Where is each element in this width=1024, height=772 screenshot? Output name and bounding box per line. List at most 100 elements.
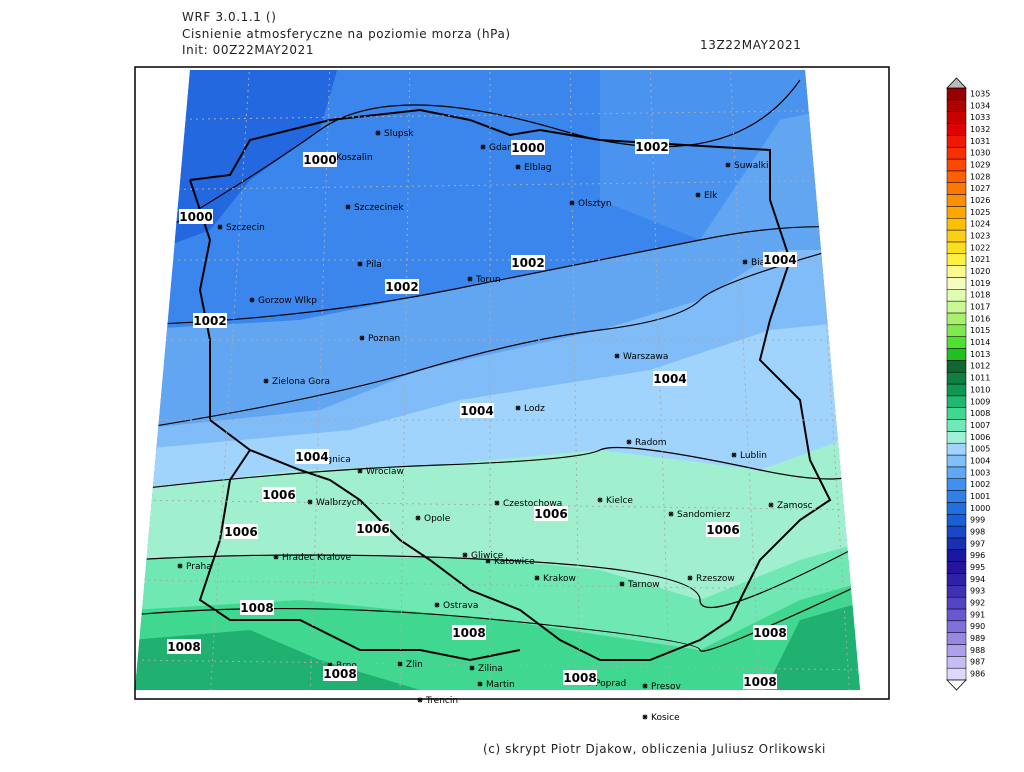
- colorbar-swatch: [946, 229, 967, 243]
- city-marker: [469, 665, 475, 671]
- contour-label-layer: 1000 1000 1000 1002 1002 1002 1002 1004 1004 1004…: [167, 139, 797, 689]
- colorbar-label: 1029: [970, 160, 990, 169]
- city-label: Kielce: [606, 496, 633, 506]
- city-label: Praha: [186, 562, 212, 572]
- city-marker: [417, 697, 423, 703]
- colorbar-swatch: [946, 360, 967, 373]
- colorbar-swatch: [946, 608, 967, 622]
- city-marker: [515, 405, 521, 411]
- city-label: Szczecinek: [354, 203, 404, 213]
- colorbar-swatch: [946, 573, 967, 586]
- colorbar-label: 1017: [970, 303, 990, 312]
- colorbar-swatch: [946, 442, 967, 456]
- colorbar-swatch: [946, 348, 967, 361]
- city-label: Kosice: [651, 713, 680, 723]
- colorbar-swatch: [946, 158, 967, 172]
- colorbar-label: 1003: [970, 468, 990, 477]
- city-marker: [725, 162, 731, 168]
- colorbar-swatch: [946, 265, 967, 278]
- contour-label: 1004: [763, 253, 796, 267]
- city-marker: [695, 192, 701, 198]
- contour-label: 1008: [753, 626, 786, 640]
- city-marker: [217, 224, 223, 230]
- city-marker: [731, 452, 737, 458]
- city-label: Rzeszow: [696, 574, 735, 584]
- contour-label: 1002: [511, 256, 544, 270]
- city-label: Trencin: [425, 696, 458, 706]
- city-marker: [515, 164, 521, 170]
- city-marker: [359, 335, 365, 341]
- city-label: Gorzow Wlkp: [258, 296, 317, 306]
- city-marker: [768, 502, 774, 508]
- city-marker: [467, 276, 473, 282]
- city-marker: [415, 515, 421, 521]
- colorbar-top-arrow: [946, 77, 967, 89]
- city-label: Zamosc: [777, 501, 813, 511]
- contour-label-bg: [460, 403, 494, 418]
- model-title: WRF 3.0.1.1 (): [182, 10, 276, 24]
- city-marker: [687, 575, 693, 581]
- contour-label: 1008: [167, 640, 200, 654]
- colorbar-label: 1006: [970, 433, 990, 442]
- colorbar-label: 1016: [970, 314, 990, 323]
- city-label: Legnica: [316, 455, 351, 465]
- colorbar-label: 1026: [970, 196, 990, 205]
- city-marker: [480, 144, 486, 150]
- colorbar-label: 988: [970, 646, 985, 655]
- colorbar-swatch: [946, 454, 967, 468]
- colorbar-label: 1021: [970, 255, 990, 264]
- map-frame: [134, 66, 890, 700]
- city-label: Koszalin: [336, 153, 373, 163]
- contour-label: 1008: [452, 626, 485, 640]
- city-label: Olsztyn: [578, 199, 612, 209]
- city-label: Radom: [635, 438, 667, 448]
- city-label: Ostrava: [443, 601, 478, 611]
- contour-label: 1000: [303, 153, 336, 167]
- contour-label-bg: [653, 371, 687, 386]
- contour-label-bg: [224, 524, 258, 539]
- city-label: Warszawa: [623, 352, 668, 362]
- city-marker: [249, 297, 255, 303]
- city-marker: [569, 200, 575, 206]
- colorbar-swatch: [946, 312, 967, 326]
- contour-label-bg: [262, 487, 296, 502]
- colorbar-swatch: [946, 99, 967, 112]
- colorbar-label: 1030: [970, 149, 990, 158]
- city-label: Lodz: [524, 404, 545, 414]
- colorbar-swatch: [946, 383, 967, 397]
- city-marker: [642, 714, 648, 720]
- city-marker: [177, 563, 183, 569]
- contour-label-bg: [240, 600, 274, 615]
- city-label: Zilina: [478, 664, 503, 674]
- city-label: Presov: [651, 682, 682, 692]
- colorbar-swatch: [946, 502, 967, 515]
- contour-label: 1008: [240, 601, 273, 615]
- city-label: Czestochowa: [503, 499, 562, 509]
- city-marker: [477, 681, 483, 687]
- colorbar-label: 989: [970, 634, 985, 643]
- city-marker: [273, 554, 279, 560]
- colorbar-label: 992: [970, 599, 985, 608]
- city-marker: [597, 497, 603, 503]
- colorbar-label: 998: [970, 528, 985, 537]
- colorbar-label: 1018: [970, 291, 990, 300]
- contour-label: 1006: [534, 507, 567, 521]
- colorbar-label: 1023: [970, 232, 990, 241]
- contour-label: 1000: [179, 210, 212, 224]
- city-layer: Slupsk Gdansk Koszalin Elblag Suwalki Elk Szcz…: [177, 129, 813, 723]
- contour-label: 1004: [653, 372, 686, 386]
- colorbar-label: 1015: [970, 326, 990, 335]
- colorbar-label: 1024: [970, 220, 990, 229]
- city-label: Slupsk: [384, 129, 414, 139]
- city-label: Torun: [475, 275, 501, 285]
- colorbar-label: 1012: [970, 362, 990, 371]
- colorbar-swatch: [946, 644, 967, 657]
- city-label: Zlin: [406, 660, 423, 670]
- contour-label-bg: [706, 522, 740, 537]
- contour-label-bg: [303, 152, 337, 167]
- colorbar-label: 1031: [970, 137, 990, 146]
- contour-label-bg: [295, 449, 329, 464]
- city-marker: [307, 499, 313, 505]
- colorbar-swatch: [946, 632, 967, 645]
